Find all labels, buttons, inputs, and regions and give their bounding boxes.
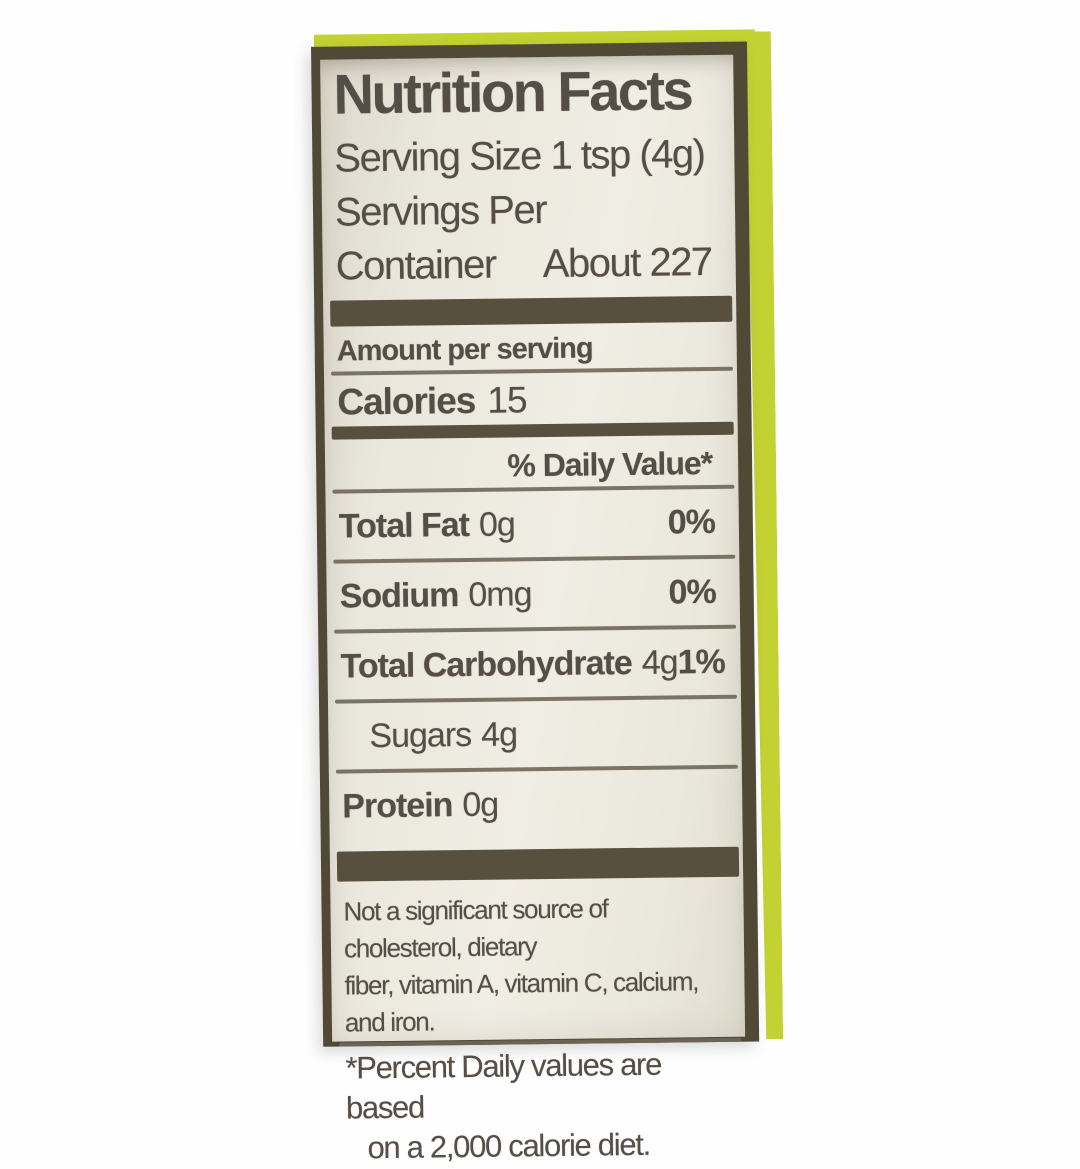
- nutrient-name-amount: Sugars 4g: [341, 715, 517, 755]
- nutrient-daily-value: 0%: [667, 502, 716, 542]
- separator-bar-thick-top: [330, 295, 733, 327]
- serving-info: Serving Size 1 tsp (4g) Servings Per Con…: [334, 127, 712, 294]
- calories-value: 15: [487, 379, 527, 421]
- nutrient-amount: 4g: [480, 715, 518, 754]
- container-line: Container About 227: [335, 235, 712, 294]
- nutrient-daily-value: 0%: [668, 572, 716, 612]
- nutrient-amount: 4g: [641, 643, 678, 682]
- container-label: Container: [335, 242, 496, 289]
- nutrient-name-amount: Sodium 0mg: [339, 575, 531, 615]
- nutrient-row-total-fat: Total Fat 0g 0%: [338, 489, 715, 560]
- nutrient-name: Total Carbohydrate: [340, 643, 632, 686]
- servings-per-line: Servings Per: [334, 187, 547, 235]
- nutrient-name: Sodium: [339, 576, 459, 616]
- nutrient-row-total-carbohydrate: Total Carbohydrate 4g 1%: [340, 629, 725, 700]
- nutrition-facts-panel: Nutrition Facts Serving Size 1 tsp (4g) …: [310, 41, 760, 1165]
- footnote-line: *Percent Daily values are based: [345, 1046, 662, 1126]
- footnote-not-significant: Not a significant source of cholesterol,…: [343, 889, 721, 1042]
- footnote-percent-daily-values: *Percent Daily values are based on a 2,0…: [345, 1044, 722, 1169]
- nutrient-name: Sugars: [369, 715, 472, 756]
- nutrition-label-photo: Nutrition Facts Serving Size 1 tsp (4g) …: [310, 27, 783, 1165]
- nutrient-amount: 0mg: [468, 575, 532, 614]
- nutrition-facts-title: Nutrition Facts: [333, 58, 692, 126]
- nutrient-row-sugars: Sugars 4g: [341, 699, 718, 770]
- calories-label: Calories: [337, 379, 476, 423]
- nutrient-name-amount: Total Fat 0g: [339, 505, 515, 545]
- nutrient-row-sodium: Sodium 0mg 0%: [339, 559, 716, 630]
- nutrient-amount: 0g: [478, 505, 516, 544]
- serving-size-line: Serving Size 1 tsp (4g): [334, 132, 705, 181]
- footnote-line: Not a significant source of cholesterol,…: [343, 893, 608, 964]
- nutrient-daily-value: 1%: [677, 642, 725, 682]
- nutrition-facts-content: Nutrition Facts Serving Size 1 tsp (4g) …: [320, 55, 745, 1165]
- nutrient-name-amount: Protein 0g: [342, 786, 498, 826]
- footnote-line: on a 2,000 calorie diet.: [367, 1126, 651, 1166]
- nutrient-name: Total Fat: [338, 505, 470, 546]
- footnote-line: fiber, vitamin A, vitamin C, calcium, an…: [344, 966, 699, 1038]
- nutrient-amount: 0g: [462, 785, 499, 825]
- separator-bar-thick-bottom: [336, 846, 740, 882]
- calories-row: Calories 15: [337, 378, 713, 423]
- nutrient-name: Protein: [342, 786, 453, 826]
- separator-bar-medium: [331, 421, 734, 440]
- nutrient-name-amount: Total Carbohydrate 4g: [340, 643, 677, 685]
- nutrient-row-protein: Protein 0g: [342, 769, 719, 840]
- servings-count: About 227: [542, 239, 712, 287]
- amount-per-serving-header: Amount per serving: [336, 332, 593, 368]
- daily-value-header: % Daily Value*: [507, 444, 713, 484]
- separator-rule: [330, 366, 733, 376]
